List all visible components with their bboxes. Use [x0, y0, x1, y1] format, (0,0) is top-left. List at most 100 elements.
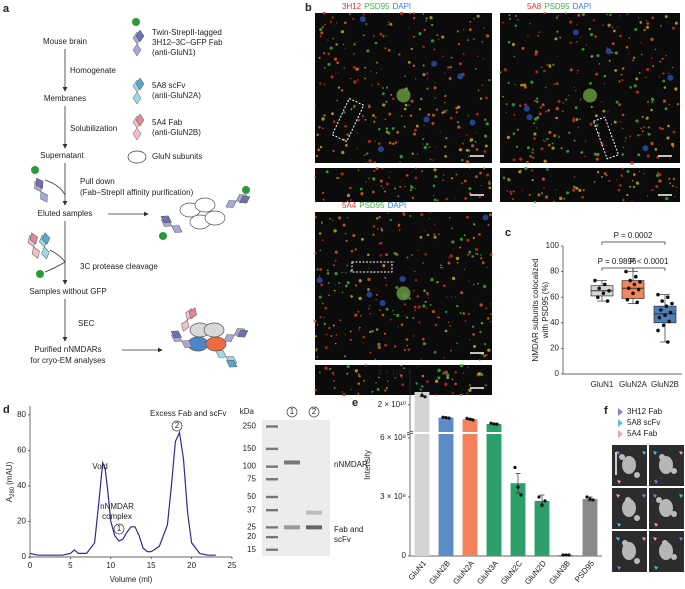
image-texture: [369, 330, 372, 334]
image-texture: [603, 74, 607, 78]
image-texture: [502, 95, 504, 98]
image-texture: [635, 119, 639, 123]
image-texture: [387, 24, 389, 26]
image-texture: [469, 20, 472, 23]
x-tick-label: 20: [187, 561, 196, 570]
image-texture: [362, 34, 365, 37]
bar: [510, 483, 526, 556]
micrograph: [500, 13, 680, 163]
image-texture: [403, 348, 407, 351]
image-texture: [324, 346, 328, 349]
marker-band: [266, 495, 278, 499]
x-tick-label: 15: [147, 561, 156, 570]
image-texture: [640, 134, 642, 136]
image-texture: [373, 169, 376, 173]
cell-body: [583, 88, 597, 103]
nucleus: [526, 114, 533, 121]
data-point: [441, 415, 445, 419]
image-texture: [658, 173, 662, 177]
flow-text: Pull down: [80, 177, 115, 186]
image-texture: [337, 176, 340, 179]
band-label: nNMDAR: [334, 460, 368, 469]
image-texture: [448, 321, 450, 324]
class-arrow: [642, 494, 646, 498]
image-texture: [451, 276, 456, 281]
image-texture: [514, 24, 517, 27]
image-texture: [335, 73, 337, 75]
image-texture: [332, 374, 335, 376]
image-texture: [538, 112, 542, 116]
image-texture: [399, 161, 401, 163]
image-texture: [433, 223, 436, 225]
image-texture: [534, 117, 538, 121]
image-texture: [565, 98, 568, 101]
image-texture: [445, 310, 448, 314]
class-arrow: [616, 494, 620, 498]
image-texture: [320, 221, 323, 223]
image-texture: [638, 72, 641, 74]
image-texture: [426, 380, 429, 383]
image-texture: [533, 200, 537, 204]
image-texture: [566, 149, 570, 153]
data-point: [564, 553, 568, 557]
peak-number: 1: [117, 524, 122, 533]
image-texture: [376, 228, 379, 230]
image-texture: [485, 96, 488, 100]
image-texture: [659, 60, 662, 63]
data-point: [593, 278, 597, 283]
image-texture: [471, 144, 475, 148]
image-texture: [346, 364, 350, 369]
image-texture: [473, 223, 476, 226]
marker-band: [266, 535, 278, 539]
image-texture: [597, 132, 600, 135]
image-texture: [397, 195, 400, 198]
image-texture: [374, 116, 377, 119]
image-texture: [333, 387, 336, 390]
image-texture: [547, 109, 550, 112]
image-texture: [482, 58, 484, 60]
image-texture: [535, 70, 539, 74]
image-texture: [382, 187, 385, 190]
data-point: [516, 485, 520, 489]
image-texture: [461, 158, 464, 162]
antibody-part: [132, 43, 142, 57]
image-texture: [389, 218, 392, 222]
antibody-part: [29, 232, 38, 245]
y-tick-label: 20: [550, 344, 559, 353]
image-texture: [646, 100, 650, 104]
image-texture: [417, 305, 421, 309]
peak-annotation: Void: [92, 462, 108, 471]
image-texture: [462, 312, 465, 315]
image-texture: [581, 47, 585, 51]
particle: [659, 456, 673, 474]
image-texture: [418, 108, 422, 111]
data-point: [628, 278, 632, 283]
image-texture: [316, 356, 319, 358]
image-texture: [372, 177, 376, 181]
image-texture: [513, 55, 516, 58]
image-texture: [335, 333, 338, 336]
image-texture: [505, 103, 508, 106]
image-texture: [651, 100, 654, 104]
image-texture: [611, 51, 613, 54]
image-texture: [438, 38, 440, 40]
image-texture: [577, 126, 580, 129]
image-texture: [328, 326, 331, 330]
image-texture: [377, 127, 381, 131]
y-tick-label: 3 × 10⁸: [380, 492, 406, 501]
image-texture: [329, 46, 333, 50]
image-texture: [449, 325, 451, 327]
data-point: [631, 291, 635, 296]
image-texture: [593, 180, 596, 183]
particle: [622, 499, 636, 517]
image-texture: [605, 174, 608, 177]
antibody-icon: [132, 113, 145, 141]
image-texture: [668, 103, 671, 106]
image-texture: [425, 142, 429, 146]
image-texture: [417, 365, 419, 367]
image-texture: [340, 172, 344, 176]
image-texture: [569, 20, 573, 24]
image-texture: [536, 116, 540, 119]
image-texture: [543, 11, 546, 15]
y-axis-label: A280 (mAU): [5, 461, 15, 502]
